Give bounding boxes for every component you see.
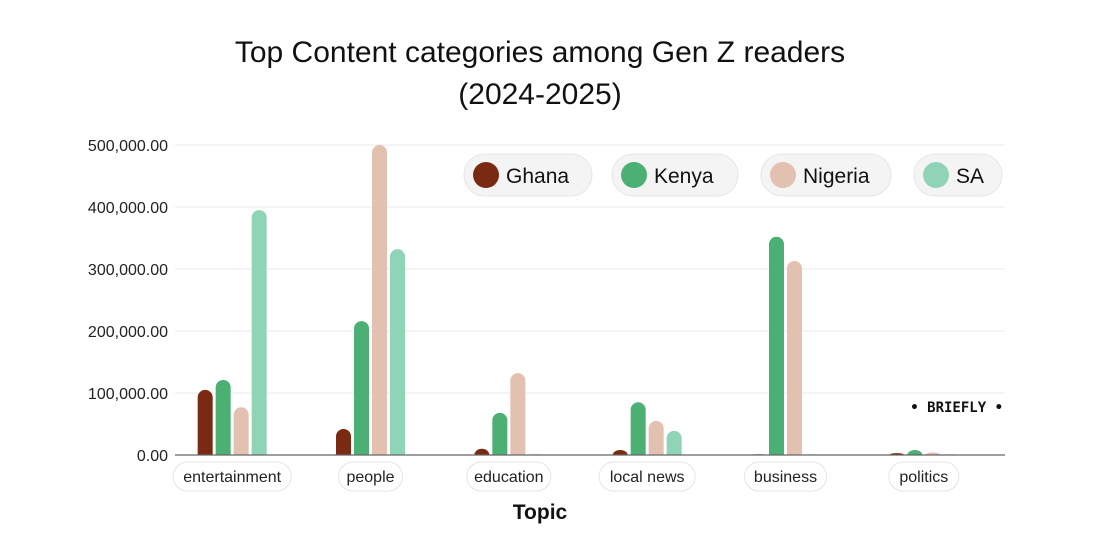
category-pill [172, 461, 292, 492]
x-tick-label: people [346, 469, 394, 486]
y-tick-label: 400,000.00 [88, 200, 168, 217]
bar-kenya-education [492, 412, 508, 455]
bar-ghana-people [336, 428, 351, 455]
legend-swatch [621, 162, 647, 188]
y-tick-label: 100,000.00 [88, 386, 168, 403]
bar-ghana-entertainment [197, 389, 213, 455]
chart-title-line-1: Top Content categories among Gen Z reade… [235, 36, 845, 69]
bar-kenya-entertainment [215, 379, 231, 455]
bars [197, 145, 959, 455]
legend-swatch [770, 162, 796, 188]
x-axis-label: Topic [513, 501, 568, 524]
bar-kenya-business [769, 236, 784, 455]
bar-nigeria-local-news [648, 420, 664, 455]
bar-sa-local-news [666, 430, 682, 455]
x-axis-ticks: entertainment people education local news bu… [172, 461, 960, 492]
bar-nigeria-business [787, 260, 802, 455]
y-tick-label: 0.00 [137, 448, 168, 465]
legend-swatch [473, 162, 499, 188]
legend-item-ghana [463, 153, 593, 197]
x-tick-label: entertainment [183, 469, 281, 486]
bar-ghana-local-news [612, 450, 628, 455]
bar-nigeria-politics [925, 452, 941, 455]
x-tick-label: education [474, 469, 543, 486]
category-pill [598, 461, 696, 492]
bar-sa-people [390, 249, 405, 455]
legend-swatch [923, 162, 949, 188]
x-tick-label: local news [610, 469, 685, 486]
y-tick-label: 300,000.00 [88, 262, 168, 279]
category-pill [466, 461, 552, 492]
bar-nigeria-education [510, 373, 526, 455]
bar-kenya-people [354, 321, 369, 455]
legend-item-nigeria [760, 153, 892, 197]
legend-label: Ghana [506, 165, 569, 188]
category-pill [744, 461, 827, 492]
chart-title-line-2: (2024-2025) [458, 78, 621, 111]
legend-item-kenya [611, 153, 739, 197]
bar-nigeria-people [372, 145, 387, 455]
bar-sa-entertainment [251, 210, 267, 455]
legend-label: Kenya [654, 165, 714, 188]
category-pill [888, 461, 960, 492]
category-pill [338, 461, 403, 492]
bar-nigeria-entertainment [233, 407, 249, 455]
bar-ghana-education [474, 448, 490, 455]
x-tick-label: politics [899, 469, 948, 486]
y-axis-ticks: 0.00 100,000.00 200,000.00 300,000.00 400,00… [88, 138, 168, 465]
y-tick-label: 500,000.00 [88, 138, 168, 155]
legend-label: Nigeria [803, 165, 870, 188]
x-tick-label: business [754, 469, 817, 486]
legend-label: SA [956, 165, 984, 188]
gridlines [175, 144, 1005, 394]
briefly-watermark: • BRIEFLY • [910, 400, 1003, 416]
bar-kenya-politics [907, 450, 923, 455]
y-tick-label: 200,000.00 [88, 324, 168, 341]
bar-kenya-local-news [630, 402, 646, 455]
legend: Ghana Kenya Nigeria SA [463, 153, 1003, 197]
